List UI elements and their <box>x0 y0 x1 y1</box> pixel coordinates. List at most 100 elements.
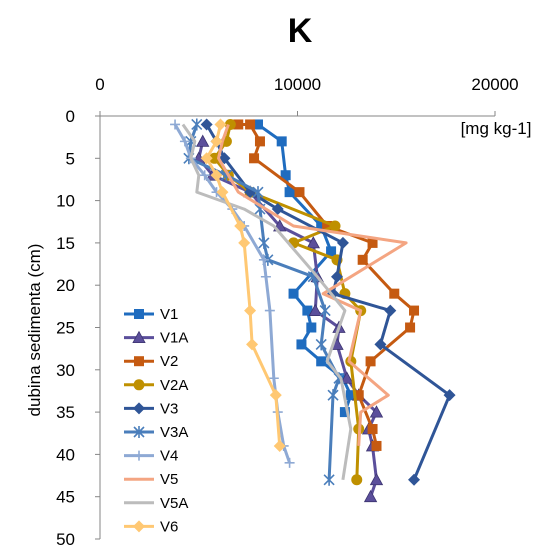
data-point-v2 <box>367 424 378 435</box>
data-point-v3a <box>323 473 335 486</box>
data-point-v2 <box>389 288 400 299</box>
legend: V1 V1A V2 V2A V3 V3A V4 V5 V5A V6 <box>118 302 226 542</box>
data-point-v6 <box>238 236 251 249</box>
data-point-v2 <box>409 305 420 316</box>
y-tick-label: 0 <box>66 107 75 126</box>
series-v6 <box>200 118 286 452</box>
legend-item-v1: V1 <box>124 306 178 323</box>
legend-item-v5: V5 <box>124 471 178 488</box>
x-tick-label: 10000 <box>274 75 321 94</box>
data-point-v3 <box>374 338 387 351</box>
data-point-v2a <box>351 474 363 486</box>
data-point-v6 <box>210 135 223 148</box>
data-point-v4 <box>170 119 181 130</box>
data-point-v1 <box>288 288 299 299</box>
data-point-v2 <box>245 119 256 130</box>
data-point-v4 <box>260 271 271 282</box>
data-point-v2 <box>371 440 382 451</box>
legend-marker-v3 <box>133 402 145 415</box>
y-tick-label: 15 <box>56 234 75 253</box>
data-point-v3a <box>319 304 331 317</box>
data-point-v6 <box>216 186 229 199</box>
data-point-v1a <box>363 489 378 503</box>
legend-item-v2a: V2A <box>124 377 188 394</box>
legend-marker-v4 <box>134 450 144 461</box>
x-tick-label: 20000 <box>471 75 518 94</box>
data-point-v3 <box>200 118 213 131</box>
legend-label-v6: V6 <box>160 518 178 535</box>
legend-label-v3a: V3A <box>160 424 188 441</box>
data-point-v4 <box>258 254 269 265</box>
series-v2 <box>233 119 420 451</box>
data-point-v3a <box>252 186 264 199</box>
series-layer <box>170 118 456 503</box>
data-point-v1 <box>296 339 307 350</box>
data-point-v1a <box>369 472 384 486</box>
x-unit-label: [mg kg-1] <box>461 119 532 138</box>
series-v5 <box>217 123 408 446</box>
legend-item-v5a: V5A <box>124 495 188 512</box>
data-point-v4 <box>179 136 190 147</box>
y-tick-label: 50 <box>56 530 75 546</box>
y-tick-label: 25 <box>56 319 75 338</box>
y-tick-label: 20 <box>56 276 75 295</box>
y-axis-title: dubina sedimenta (cm) <box>25 244 44 417</box>
data-point-v1 <box>306 322 317 333</box>
series-line-v3 <box>205 123 452 481</box>
data-point-v4 <box>284 457 295 468</box>
data-point-v2a <box>209 152 221 164</box>
axes: 0 5 10 15 20 25 30 35 40 45 50 0 10000 20000 <box>56 75 519 546</box>
data-point-v3a <box>315 338 327 351</box>
legend-item-v1a: V1A <box>124 330 188 347</box>
legend-marker-v1a <box>132 330 146 344</box>
data-point-v1 <box>337 373 348 384</box>
series-line-v5a <box>181 123 353 481</box>
legend-label-v2: V2 <box>160 353 178 370</box>
data-point-v2 <box>367 237 378 248</box>
data-point-v3 <box>271 203 284 216</box>
legend-label-v4: V4 <box>160 448 178 465</box>
data-point-v2 <box>322 220 333 231</box>
legend-label-v1: V1 <box>160 306 178 323</box>
data-point-v1a <box>196 134 210 147</box>
chart-title: K <box>288 12 313 50</box>
data-point-v1 <box>284 187 295 198</box>
data-point-v2 <box>294 187 305 198</box>
data-point-v6 <box>200 152 213 165</box>
data-point-v1a <box>340 371 354 384</box>
series-v3 <box>200 118 456 486</box>
data-point-v3a <box>258 236 270 249</box>
series-v5a <box>181 123 353 481</box>
legend-label-v1a: V1A <box>160 330 188 347</box>
data-point-v6 <box>269 389 282 402</box>
data-point-v6 <box>210 169 223 182</box>
data-point-v2a <box>329 220 341 232</box>
y-tick-label: 10 <box>56 192 75 211</box>
data-point-v1 <box>280 170 291 181</box>
y-tick-label: 45 <box>56 488 75 507</box>
y-tick-label: 5 <box>66 149 75 168</box>
legend-label-v2a: V2A <box>160 377 188 394</box>
data-point-v6 <box>214 118 227 131</box>
data-point-v3 <box>384 304 397 317</box>
legend-item-v4: V4 <box>124 448 178 465</box>
data-point-v2 <box>357 254 368 265</box>
data-point-v3a <box>327 389 339 402</box>
legend-label-v5: V5 <box>160 471 178 488</box>
data-point-v6 <box>244 304 257 317</box>
data-point-v1 <box>316 220 327 231</box>
data-point-v1 <box>339 407 350 418</box>
data-point-v4 <box>268 373 279 384</box>
data-point-v2 <box>353 390 364 401</box>
data-point-v2 <box>233 119 244 130</box>
data-point-v1a <box>306 236 320 249</box>
data-point-v6 <box>273 439 286 452</box>
data-point-v3 <box>443 389 456 402</box>
data-point-v2 <box>405 322 416 333</box>
data-point-v3 <box>408 473 421 486</box>
data-point-v1 <box>316 356 327 367</box>
legend-marker-v6 <box>133 520 145 533</box>
data-point-v4 <box>264 305 275 316</box>
legend-marker-v2 <box>134 356 144 367</box>
